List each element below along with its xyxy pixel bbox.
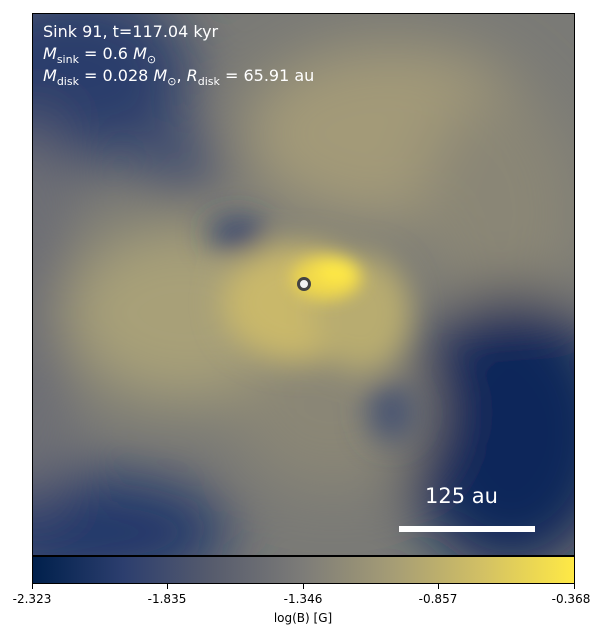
colorbar [32, 556, 575, 584]
disk-properties: Mdisk = 0.028 M⊙, Rdisk = 65.91 au [43, 66, 315, 88]
sink-marker [297, 277, 311, 291]
colorbar-tick-label: -1.835 [147, 592, 187, 606]
colorbar-tick [303, 584, 304, 589]
colorbar-tick-label: -1.346 [283, 592, 323, 606]
scale-bar [399, 526, 535, 532]
field-image [33, 14, 574, 555]
colorbar-tick [32, 584, 33, 589]
colorbar-tick-label: -0.368 [551, 592, 591, 606]
colorbar-tick-label: -0.857 [418, 592, 458, 606]
sink-mass: Msink = 0.6 M⊙ [43, 44, 157, 66]
colorbar-tick [167, 584, 168, 589]
colorbar-tick [438, 584, 439, 589]
colorbar-tick [574, 584, 575, 589]
colorbar-tick-label: -2.323 [12, 592, 52, 606]
colorbar-label: log(B) [G] [273, 611, 333, 625]
scale-bar-label: 125 au [425, 484, 498, 508]
sink-title: Sink 91, t=117.04 kyr [43, 22, 219, 41]
magnetic-field-map: Sink 91, t=117.04 kyr Msink = 0.6 M⊙ Mdi… [32, 13, 575, 556]
